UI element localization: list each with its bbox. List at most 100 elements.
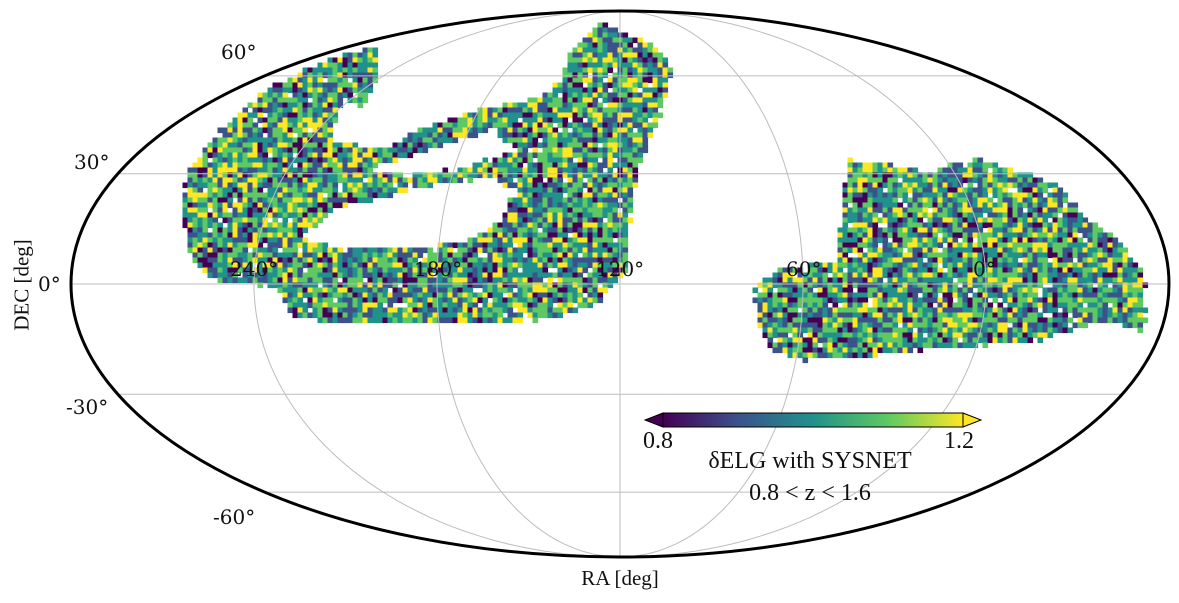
density-pixel <box>1037 222 1044 229</box>
density-pixel <box>457 277 464 284</box>
density-pixel <box>212 177 219 184</box>
density-pixel <box>387 277 394 284</box>
density-pixel <box>622 252 629 259</box>
density-pixel <box>1062 307 1069 314</box>
density-pixel <box>247 132 254 139</box>
density-pixel <box>587 117 594 124</box>
density-pixel <box>787 297 794 304</box>
density-pixel <box>767 297 774 304</box>
density-pixel <box>517 162 524 169</box>
density-pixel <box>292 257 299 264</box>
density-pixel <box>822 302 829 309</box>
density-pixel <box>362 57 369 64</box>
density-pixel <box>392 177 399 184</box>
density-pixel <box>517 237 524 244</box>
density-pixel <box>292 157 299 164</box>
density-pixel <box>962 282 969 289</box>
density-pixel <box>622 62 629 69</box>
density-pixel <box>302 197 309 204</box>
density-pixel <box>1032 267 1039 274</box>
density-pixel <box>307 292 314 299</box>
density-pixel <box>612 162 619 169</box>
density-pixel <box>577 67 584 74</box>
density-pixel <box>462 172 469 179</box>
density-pixel <box>357 197 364 204</box>
density-pixel <box>482 242 489 249</box>
density-pixel <box>252 182 259 189</box>
density-pixel <box>782 292 789 299</box>
density-pixel <box>472 272 479 279</box>
density-pixel <box>292 147 299 154</box>
density-pixel <box>867 192 874 199</box>
density-pixel <box>1067 207 1074 214</box>
density-pixel <box>267 132 274 139</box>
density-pixel <box>242 217 249 224</box>
density-pixel <box>267 112 274 119</box>
density-pixel <box>632 52 639 59</box>
density-pixel <box>1022 252 1029 259</box>
density-pixel <box>302 292 309 299</box>
density-pixel <box>1117 257 1124 264</box>
density-pixel <box>887 182 894 189</box>
density-pixel <box>412 262 419 269</box>
density-pixel <box>457 302 464 309</box>
density-pixel <box>237 122 244 129</box>
density-pixel <box>197 247 204 254</box>
density-pixel <box>522 297 529 304</box>
density-pixel <box>427 272 434 279</box>
density-pixel <box>422 297 429 304</box>
density-pixel <box>412 142 419 149</box>
density-pixel <box>372 282 379 289</box>
density-pixel <box>397 262 404 269</box>
density-pixel <box>657 112 664 119</box>
density-pixel <box>1107 292 1114 299</box>
density-pixel <box>582 107 589 114</box>
density-pixel <box>502 167 509 174</box>
density-pixel <box>512 217 519 224</box>
density-pixel <box>322 252 329 259</box>
density-pixel <box>287 282 294 289</box>
density-pixel <box>297 307 304 314</box>
density-pixel <box>522 127 529 134</box>
density-pixel <box>912 182 919 189</box>
density-pixel <box>937 272 944 279</box>
density-pixel <box>1002 197 1009 204</box>
density-pixel <box>807 302 814 309</box>
density-pixel <box>1127 292 1134 299</box>
density-pixel <box>467 242 474 249</box>
density-pixel <box>417 247 424 254</box>
density-pixel <box>272 252 279 259</box>
density-pixel <box>957 262 964 269</box>
density-pixel <box>1077 282 1084 289</box>
density-pixel <box>612 142 619 149</box>
density-pixel <box>377 257 384 264</box>
density-pixel <box>1057 297 1064 304</box>
density-pixel <box>927 252 934 259</box>
density-pixel <box>542 217 549 224</box>
density-pixel <box>562 217 569 224</box>
density-pixel <box>1017 297 1024 304</box>
density-pixel <box>257 157 264 164</box>
density-pixel <box>982 167 989 174</box>
density-pixel <box>1007 222 1014 229</box>
density-pixel <box>602 27 609 34</box>
density-pixel <box>507 112 514 119</box>
density-pixel <box>287 157 294 164</box>
density-pixel <box>1067 262 1074 269</box>
density-pixel <box>1002 232 1009 239</box>
density-pixel <box>567 67 574 74</box>
density-pixel <box>352 152 359 159</box>
density-pixel <box>847 187 854 194</box>
density-pixel <box>1002 182 1009 189</box>
density-pixel <box>302 227 309 234</box>
density-pixel <box>227 252 234 259</box>
density-pixel <box>952 212 959 219</box>
density-pixel <box>612 262 619 269</box>
density-pixel <box>992 217 999 224</box>
density-pixel <box>612 127 619 134</box>
density-pixel <box>937 277 944 284</box>
density-pixel <box>307 252 314 259</box>
density-pixel <box>847 292 854 299</box>
density-pixel <box>527 227 534 234</box>
density-pixel <box>887 177 894 184</box>
